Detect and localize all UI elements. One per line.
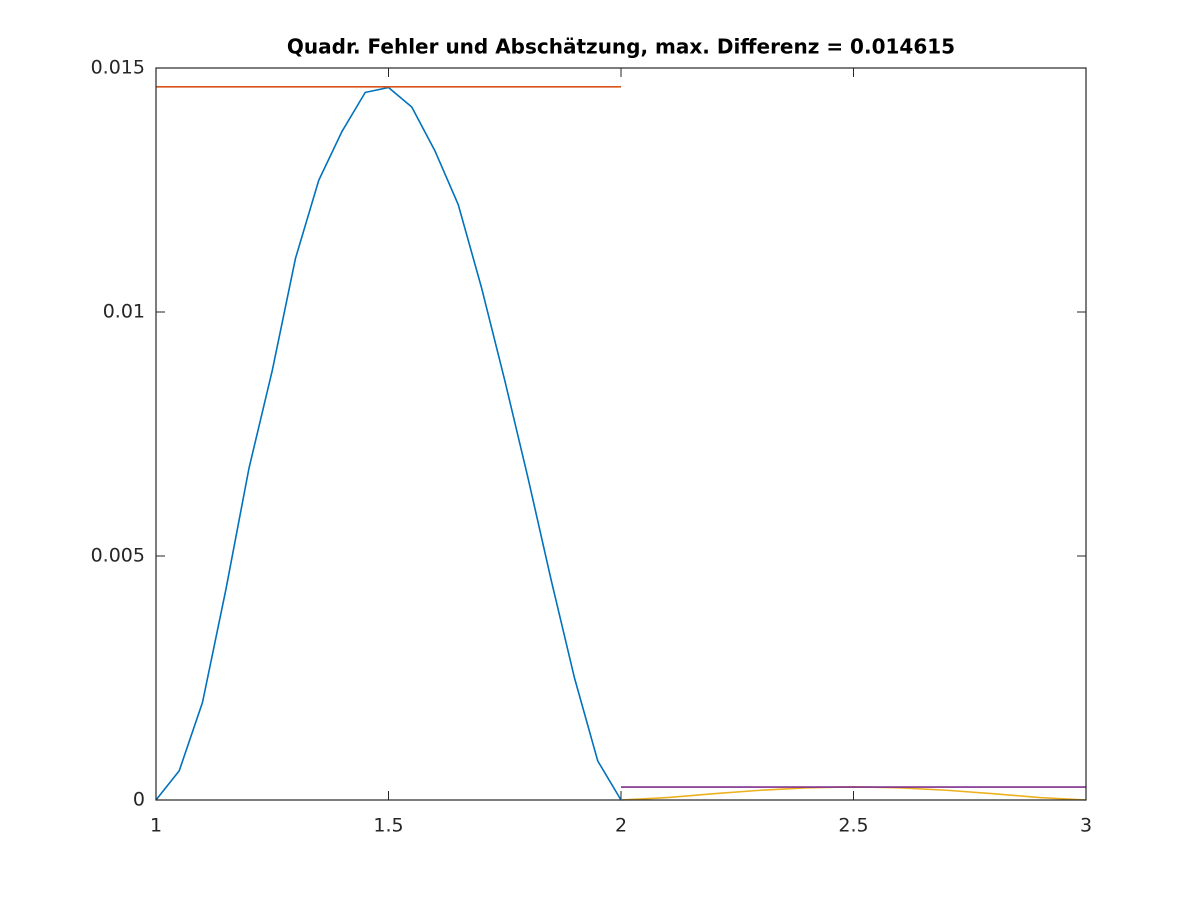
x-tick-label: 1.5 [373, 815, 403, 837]
x-tick-label: 1 [150, 815, 162, 837]
y-tick-label: 0 [133, 789, 145, 811]
chart-title: Quadr. Fehler und Abschätzung, max. Diff… [287, 35, 955, 59]
axes-box [155, 67, 1087, 801]
y-tick-label: 0.01 [103, 301, 145, 323]
x-tick-label: 3 [1080, 815, 1092, 837]
plot-area [156, 68, 1086, 800]
y-tick-label: 0.005 [91, 545, 145, 567]
y-tick-label: 0.015 [91, 57, 145, 79]
x-tick-label: 2.5 [838, 815, 868, 837]
x-tick-label: 2 [615, 815, 627, 837]
